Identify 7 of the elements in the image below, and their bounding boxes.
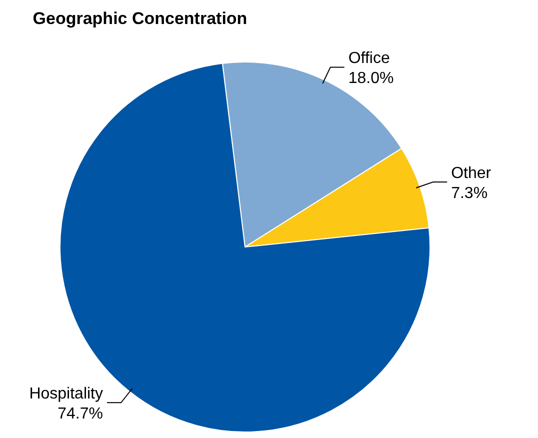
slice-label: Other (451, 165, 492, 182)
data-label: 7.3% (451, 185, 488, 202)
chart-title: Geographic Concentration (32, 9, 248, 28)
slice-label: Hospitality (29, 386, 104, 403)
slice-label: Office (348, 50, 390, 68)
data-label: 74.7% (58, 406, 104, 423)
data-label: 18.0% (348, 70, 394, 88)
